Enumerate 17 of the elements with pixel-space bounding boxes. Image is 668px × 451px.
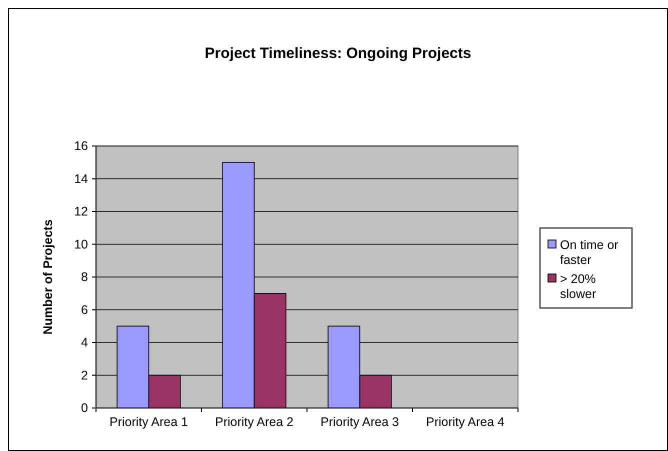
x-tick-label: Priority Area 2 — [214, 415, 294, 429]
legend-label: > 20% slower — [560, 272, 596, 301]
y-tick-label: 10 — [74, 237, 88, 252]
x-tick-label: Priority Area 3 — [320, 415, 400, 429]
x-tick-label: Priority Area 4 — [426, 415, 505, 429]
chart-title: Project Timeliness: Ongoing Projects — [204, 45, 472, 62]
y-tick-label: 16 — [74, 139, 88, 153]
y-tick-label: 2 — [81, 368, 88, 382]
x-tick-label: Priority Area 1 — [109, 415, 188, 429]
y-tick-label: 4 — [81, 336, 88, 350]
y-tick-label: 6 — [81, 302, 88, 317]
y-tick-label: 14 — [74, 172, 88, 186]
y-tick-label: 0 — [81, 401, 88, 415]
legend-label: On time or faster — [560, 238, 618, 267]
y-tick-label: 8 — [81, 270, 88, 284]
y-axis-title: Number of Projects — [41, 219, 55, 335]
y-tick-label: 12 — [74, 204, 88, 218]
